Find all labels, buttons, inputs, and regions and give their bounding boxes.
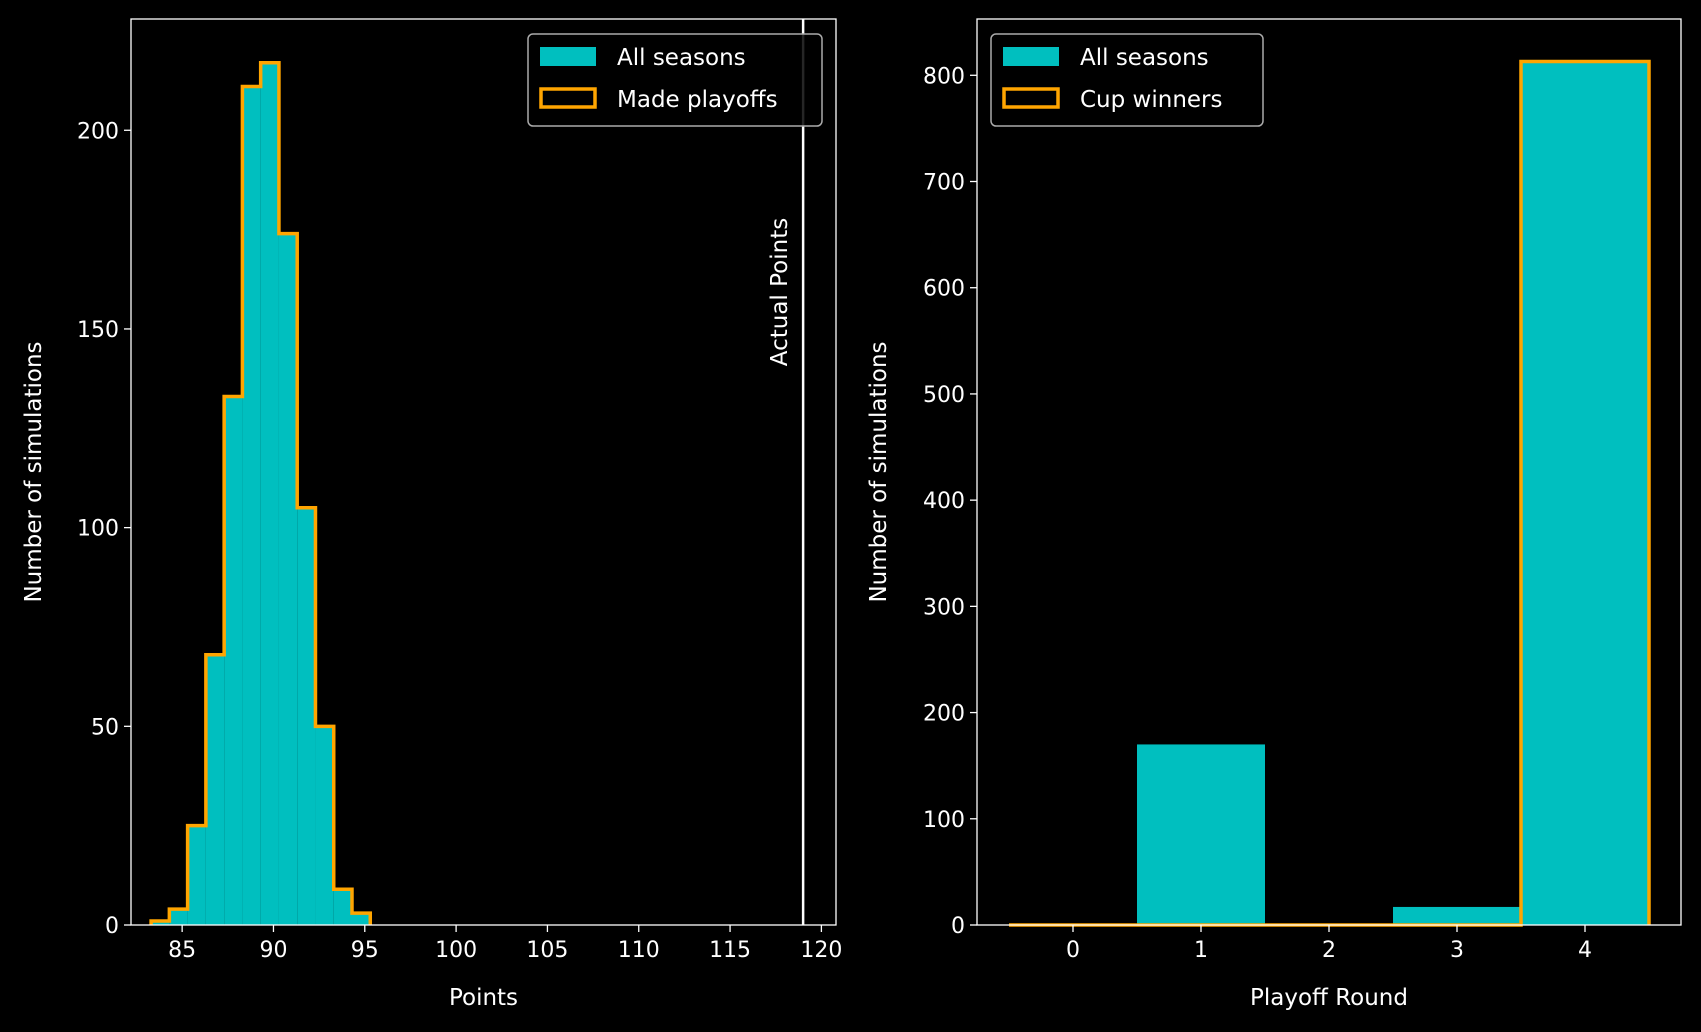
points-x-tick-label-85: 85 (168, 938, 196, 963)
points-bar-8 (297, 507, 316, 925)
points-x-tick-label-95: 95 (351, 938, 379, 963)
points-bar-3 (205, 654, 225, 925)
playoff-y-tick-label-200: 200 (923, 702, 965, 727)
points-bar-11 (351, 913, 371, 925)
legend-swatch-cup-winners (1002, 87, 1060, 109)
points-bar-9 (315, 726, 334, 925)
playoff-y-tick-label-800: 800 (923, 64, 965, 89)
points-legend: All seasons Made playoffs (527, 33, 823, 127)
points-x-tick-label-105: 105 (526, 938, 568, 963)
points-y-tick-label-200: 200 (77, 119, 119, 144)
points-y-axis-label: Number of simulations (21, 341, 47, 602)
points-legend-box (527, 33, 823, 127)
playoff-legend: All seasons Cup winners (990, 33, 1264, 127)
actual-points-annotation: Actual Points (767, 218, 793, 366)
playoff-y-tick-label-700: 700 (923, 171, 965, 196)
points-histogram-marks (149, 60, 373, 926)
playoff-y-tick-label-100: 100 (923, 808, 965, 833)
points-x-tick-label-100: 100 (435, 938, 477, 963)
points-bar-0 (151, 921, 170, 925)
playoff-x-ticks: 0 1 2 3 4 (1066, 925, 1592, 963)
points-bar-5 (242, 86, 261, 926)
points-x-tick-label-115: 115 (709, 938, 751, 963)
playoff-bar-4 (1521, 61, 1649, 925)
playoff-x-tick-label-0: 0 (1066, 938, 1080, 963)
points-y-tick-label-0: 0 (105, 914, 119, 939)
points-bar-6 (260, 62, 279, 926)
playoff-y-axis-label: Number of simulations (866, 341, 892, 602)
points-bar-10 (333, 889, 352, 925)
legend-swatch-all-seasons (540, 47, 596, 66)
playoff-x-tick-label-3: 3 (1450, 938, 1464, 963)
legend-label-all-seasons-2: All seasons (1080, 45, 1209, 71)
playoff-y-tick-label-500: 500 (923, 383, 965, 408)
playoff-y-tick-label-300: 300 (923, 595, 965, 620)
points-x-tick-label-90: 90 (259, 938, 287, 963)
legend-swatch-made-playoffs (539, 87, 597, 109)
points-x-axis-label: Points (449, 985, 518, 1011)
playoff-y-ticks: 0 100 200 300 400 500 600 700 800 (923, 64, 977, 939)
points-histogram-panel: Actual Points 85 90 95 100 105 110 115 120 0 50 1… (21, 18, 842, 1011)
points-x-tick-label-120: 120 (800, 938, 842, 963)
playoff-y-tick-label-0: 0 (951, 914, 965, 939)
points-bar-2 (187, 825, 206, 925)
points-y-tick-label-100: 100 (77, 517, 119, 542)
legend-label-made-playoffs: Made playoffs (617, 87, 778, 113)
points-bar-1 (169, 909, 188, 925)
legend-swatch-all-seasons-2 (1003, 47, 1059, 66)
points-y-ticks: 0 50 100 150 200 (77, 119, 131, 939)
playoff-bar-1 (1137, 744, 1265, 925)
playoff-x-tick-label-1: 1 (1194, 938, 1208, 963)
made-playoffs-outline (149, 60, 373, 925)
points-bar-4 (224, 396, 243, 925)
playoff-bar-3 (1393, 906, 1521, 925)
points-bar-7 (278, 233, 298, 925)
playoff-x-tick-label-2: 2 (1322, 938, 1336, 963)
points-x-tick-label-110: 110 (618, 938, 660, 963)
points-x-ticks: 85 90 95 100 105 110 115 120 (168, 925, 842, 963)
points-y-tick-label-50: 50 (91, 715, 119, 740)
playoff-x-tick-label-4: 4 (1578, 938, 1592, 963)
points-axes-frame (130, 18, 837, 926)
playoff-round-panel: 0 1 2 3 4 0 100 200 300 400 500 600 700 800 Playoff … (866, 18, 1682, 1011)
points-y-tick-label-150: 150 (77, 318, 119, 343)
playoff-y-tick-label-600: 600 (923, 277, 965, 302)
legend-label-all-seasons: All seasons (617, 45, 746, 71)
playoff-x-axis-label: Playoff Round (1250, 985, 1408, 1011)
playoff-y-tick-label-400: 400 (923, 489, 965, 514)
legend-label-cup-winners: Cup winners (1080, 87, 1223, 113)
